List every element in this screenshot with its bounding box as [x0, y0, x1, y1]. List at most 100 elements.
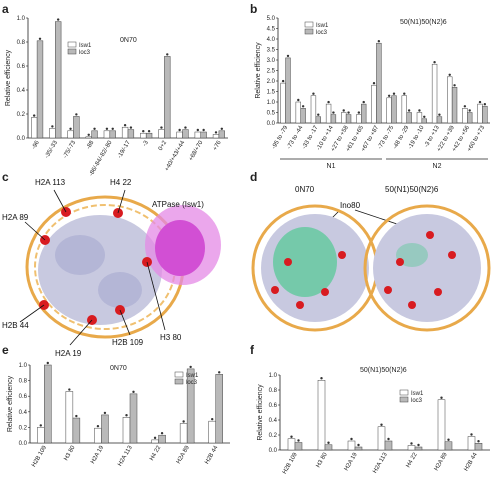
histone-core-shade	[55, 235, 105, 275]
label-d-left: 0N70	[295, 185, 315, 194]
bar-loc3	[294, 442, 303, 451]
x-tick-label: H2A 113	[117, 444, 134, 467]
data-point	[440, 396, 443, 399]
data-point	[214, 131, 218, 134]
y-axis-label: Relative efficiency	[5, 49, 12, 106]
data-point	[438, 113, 441, 116]
bar-isw1	[280, 82, 286, 124]
bar-loc3	[186, 368, 195, 444]
data-point	[433, 61, 436, 64]
bar-isw1	[407, 445, 416, 451]
x-tick-label: +68/+70	[188, 139, 205, 162]
data-point	[178, 128, 181, 132]
bar-isw1	[341, 112, 347, 124]
data-point	[125, 414, 128, 417]
x-tick-label: H3 80	[316, 451, 330, 468]
bar-isw1	[208, 420, 216, 444]
data-point	[463, 105, 467, 108]
bar-isw1	[121, 126, 129, 139]
chart-title: 50(N1)50(N2)6	[360, 367, 407, 374]
bar-isw1	[151, 439, 159, 444]
bar-loc3	[55, 21, 62, 139]
legend-label: loc3	[79, 50, 91, 56]
legend-label: Isw1	[79, 43, 92, 49]
bar-isw1	[67, 130, 74, 139]
x-tick-label: -35/-33	[44, 139, 59, 159]
data-point	[46, 361, 49, 365]
data-point	[410, 442, 413, 445]
label-h2a19: H2A 19	[55, 349, 82, 358]
data-point	[377, 40, 381, 43]
data-point	[312, 92, 315, 95]
data-point	[105, 127, 109, 130]
data-point	[93, 127, 96, 130]
data-point	[111, 127, 114, 130]
data-point	[182, 420, 185, 423]
label-h2b44: H2B 44	[2, 321, 29, 330]
legend-label: loc3	[186, 380, 198, 386]
data-point	[160, 432, 164, 435]
x-tick-label: H2A 19	[344, 451, 359, 472]
label-ino80: Ino80	[340, 201, 361, 210]
data-point	[477, 440, 480, 443]
bar-isw1	[122, 417, 131, 444]
data-point	[75, 414, 78, 418]
data-point	[87, 133, 90, 136]
x-tick-label: -19/-17	[117, 139, 132, 159]
x-tick-label: H4 22	[149, 444, 163, 461]
bar-loc3	[330, 114, 337, 124]
bar-loc3	[451, 87, 458, 124]
data-point	[218, 371, 221, 374]
bar-isw1	[416, 112, 423, 124]
data-point	[357, 443, 360, 447]
atpase-core	[155, 220, 205, 276]
y-tick-label: 0.2	[269, 433, 278, 439]
bar-loc3	[182, 129, 189, 139]
bar-isw1	[377, 426, 386, 451]
panel-c-letter: c	[2, 170, 9, 184]
legend-label: loc3	[316, 30, 328, 36]
panel-a-letter: a	[2, 2, 9, 16]
data-point	[220, 127, 224, 130]
data-point	[357, 111, 361, 114]
bar-loc3	[127, 129, 135, 139]
data-point	[51, 125, 54, 128]
legend-swatch	[304, 28, 314, 35]
nucleosome-isw1-structure: H2A 113 H4 22 H2A 89 ATPase (Isw1) H3 80…	[2, 178, 221, 358]
data-point	[407, 109, 411, 112]
data-point	[327, 100, 330, 104]
x-tick-label: -75/-73	[62, 139, 77, 159]
data-point	[483, 103, 487, 106]
y-tick-label: 3.5	[267, 48, 276, 54]
bar-loc3	[474, 443, 483, 451]
data-point	[153, 436, 157, 440]
bar-loc3	[109, 130, 116, 139]
bar-loc3	[361, 103, 367, 124]
data-point	[380, 423, 383, 426]
data-point	[196, 128, 200, 132]
legend-swatch	[67, 41, 77, 48]
y-tick-label: 1.0	[267, 100, 276, 106]
data-point	[96, 424, 100, 428]
data-point	[147, 130, 151, 133]
label-h2a89: H2A 89	[2, 213, 29, 222]
data-point	[166, 53, 169, 56]
bar-isw1	[140, 132, 147, 139]
data-point	[39, 424, 42, 427]
y-tick-label: 0.8	[19, 379, 28, 385]
data-point	[387, 94, 391, 98]
data-point	[75, 113, 78, 116]
x-tick-label: -96	[31, 139, 41, 150]
data-point	[103, 411, 107, 415]
data-point	[362, 100, 365, 104]
bar-loc3	[467, 112, 473, 124]
data-point	[317, 113, 320, 116]
bar-isw1	[179, 423, 188, 444]
y-tick-label: 0.4	[269, 418, 278, 424]
data-point	[56, 18, 60, 21]
legend-swatch	[67, 48, 77, 55]
data-point	[478, 100, 482, 104]
bar-isw1	[49, 128, 56, 139]
bar-isw1	[37, 427, 45, 444]
data-point	[448, 73, 451, 77]
